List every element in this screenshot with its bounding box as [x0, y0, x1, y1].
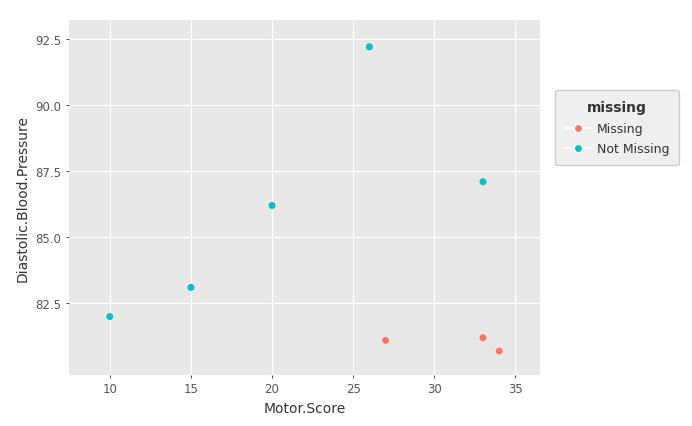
X-axis label: Motor.Score: Motor.Score [264, 401, 345, 415]
Y-axis label: Diastolic.Blood.Pressure: Diastolic.Blood.Pressure [16, 115, 30, 282]
Point [104, 314, 116, 320]
Point [266, 203, 277, 210]
Point [380, 337, 391, 344]
Point [493, 348, 504, 354]
Point [185, 285, 197, 291]
Point [477, 179, 489, 186]
Legend: Missing, Not Missing: Missing, Not Missing [556, 91, 679, 166]
Point [364, 44, 375, 51]
Point [477, 334, 489, 341]
